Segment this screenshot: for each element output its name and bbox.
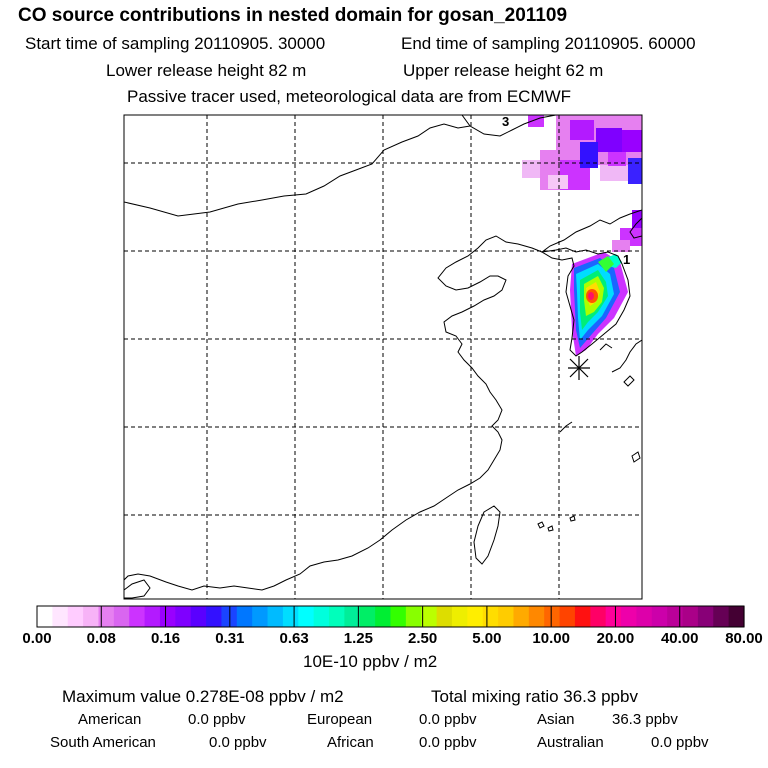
korea-plume <box>570 252 628 356</box>
colorbar-swatch <box>421 606 438 627</box>
grid-lines <box>124 115 642 599</box>
american-label: American <box>78 711 142 728</box>
colorbar-swatch <box>375 606 392 627</box>
colorbar-swatch <box>175 606 192 627</box>
south-american-value: 0.0 ppbv <box>209 734 267 751</box>
asian-label: Asian <box>537 711 575 728</box>
european-label: European <box>307 711 373 728</box>
colorbar-tick-label: 20.00 <box>596 630 635 647</box>
colorbar-swatch <box>559 606 576 627</box>
start-time-label: Start time of sampling 20110905. 30000 <box>25 34 326 53</box>
chart-title: CO source contributions in nested domain… <box>18 5 568 26</box>
european-value: 0.0 ppbv <box>419 711 477 728</box>
colorbar-swatch <box>190 606 207 627</box>
colorbar-swatch <box>636 606 653 627</box>
colorbar-swatch <box>498 606 515 627</box>
colorbar-swatch <box>98 606 115 627</box>
colorbar-swatch <box>667 606 684 627</box>
coastlines <box>124 115 642 599</box>
map-label-3: 3 <box>502 114 509 129</box>
colorbar-swatch <box>282 606 299 627</box>
asian-value: 36.3 ppbv <box>612 711 678 728</box>
colorbar-swatch <box>67 606 84 627</box>
colorbar-swatch <box>451 606 468 627</box>
map-frame <box>123 114 643 600</box>
colorbar-swatch <box>390 606 407 627</box>
colorbar-swatch <box>713 606 730 627</box>
colorbar-tick-label: 0.16 <box>150 630 181 647</box>
australian-value: 0.0 ppbv <box>651 734 709 751</box>
tracer-note: Passive tracer used, meteorological data… <box>127 87 572 106</box>
colorbar-swatch <box>436 606 453 627</box>
receptor-marker <box>568 356 590 380</box>
australian-label: Australian <box>537 734 604 751</box>
colorbar-swatch <box>544 606 561 627</box>
colorbar-swatch <box>144 606 161 627</box>
colorbar-swatch <box>405 606 422 627</box>
colorbar-swatch <box>37 606 53 627</box>
american-value: 0.0 ppbv <box>188 711 246 728</box>
colorbar-tick-label: 40.00 <box>660 630 699 647</box>
colorbar-swatch <box>298 606 315 627</box>
colorbar-tick-label: 0.63 <box>279 630 309 647</box>
colorbar-swatch <box>206 606 223 627</box>
colorbar-swatch <box>329 606 345 627</box>
colorbar-swatch <box>590 606 607 627</box>
lower-release-label: Lower release height 82 m <box>106 61 307 80</box>
colorbar-swatch <box>236 606 253 627</box>
colorbar-tick-label: 10.00 <box>532 630 570 647</box>
colorbar-swatch <box>651 606 668 627</box>
plume-layer <box>522 115 642 356</box>
african-value: 0.0 ppbv <box>419 734 477 751</box>
colorbar-swatch <box>159 606 176 627</box>
colorbar-tick-label: 0.00 <box>22 630 52 647</box>
colorbar-swatch <box>129 606 146 627</box>
colorbar-swatch <box>574 606 591 627</box>
max-value-label: Maximum value 0.278E-08 ppbv / m2 <box>62 687 344 706</box>
map-label-1: 1 <box>623 252 630 267</box>
colorbar-tick-label: 5.00 <box>472 630 502 647</box>
colorbar <box>36 605 745 628</box>
colorbar-tick-label: 2.50 <box>408 630 438 647</box>
colorbar-swatch <box>697 606 714 627</box>
colorbar-swatch <box>267 606 284 627</box>
colorbar-swatch <box>113 606 130 627</box>
colorbar-swatch <box>344 606 361 627</box>
colorbar-swatch <box>513 606 530 627</box>
colorbar-tick-label: 0.08 <box>86 630 116 647</box>
colorbar-frame <box>36 605 745 628</box>
african-label: African <box>327 734 374 751</box>
colorbar-swatch <box>528 606 545 627</box>
colorbar-swatch <box>359 606 376 627</box>
colorbar-swatch <box>83 606 100 627</box>
colorbar-tick-label: 80.00 <box>725 630 763 647</box>
colorbar-swatch <box>482 606 499 627</box>
colorbar-swatch <box>682 606 699 627</box>
colorbar-swatch <box>605 606 622 627</box>
colorbar-swatch <box>728 606 745 627</box>
northeast-plume <box>522 115 642 252</box>
colorbar-swatch <box>252 606 269 627</box>
colorbar-swatch <box>467 606 484 627</box>
colorbar-swatch <box>621 606 638 627</box>
colorbar-swatch <box>313 606 330 627</box>
colorbar-tick-label: 1.25 <box>343 630 373 647</box>
colorbar-tick-label: 0.31 <box>215 630 245 647</box>
colorbar-swatch <box>52 606 69 627</box>
end-time-label: End time of sampling 20110905. 60000 <box>401 34 696 53</box>
colorbar-units: 10E-10 ppbv / m2 <box>303 652 438 671</box>
upper-release-label: Upper release height 62 m <box>403 61 604 80</box>
total-mixing-label: Total mixing ratio 36.3 ppbv <box>431 687 638 706</box>
south-american-label: South American <box>50 734 156 751</box>
